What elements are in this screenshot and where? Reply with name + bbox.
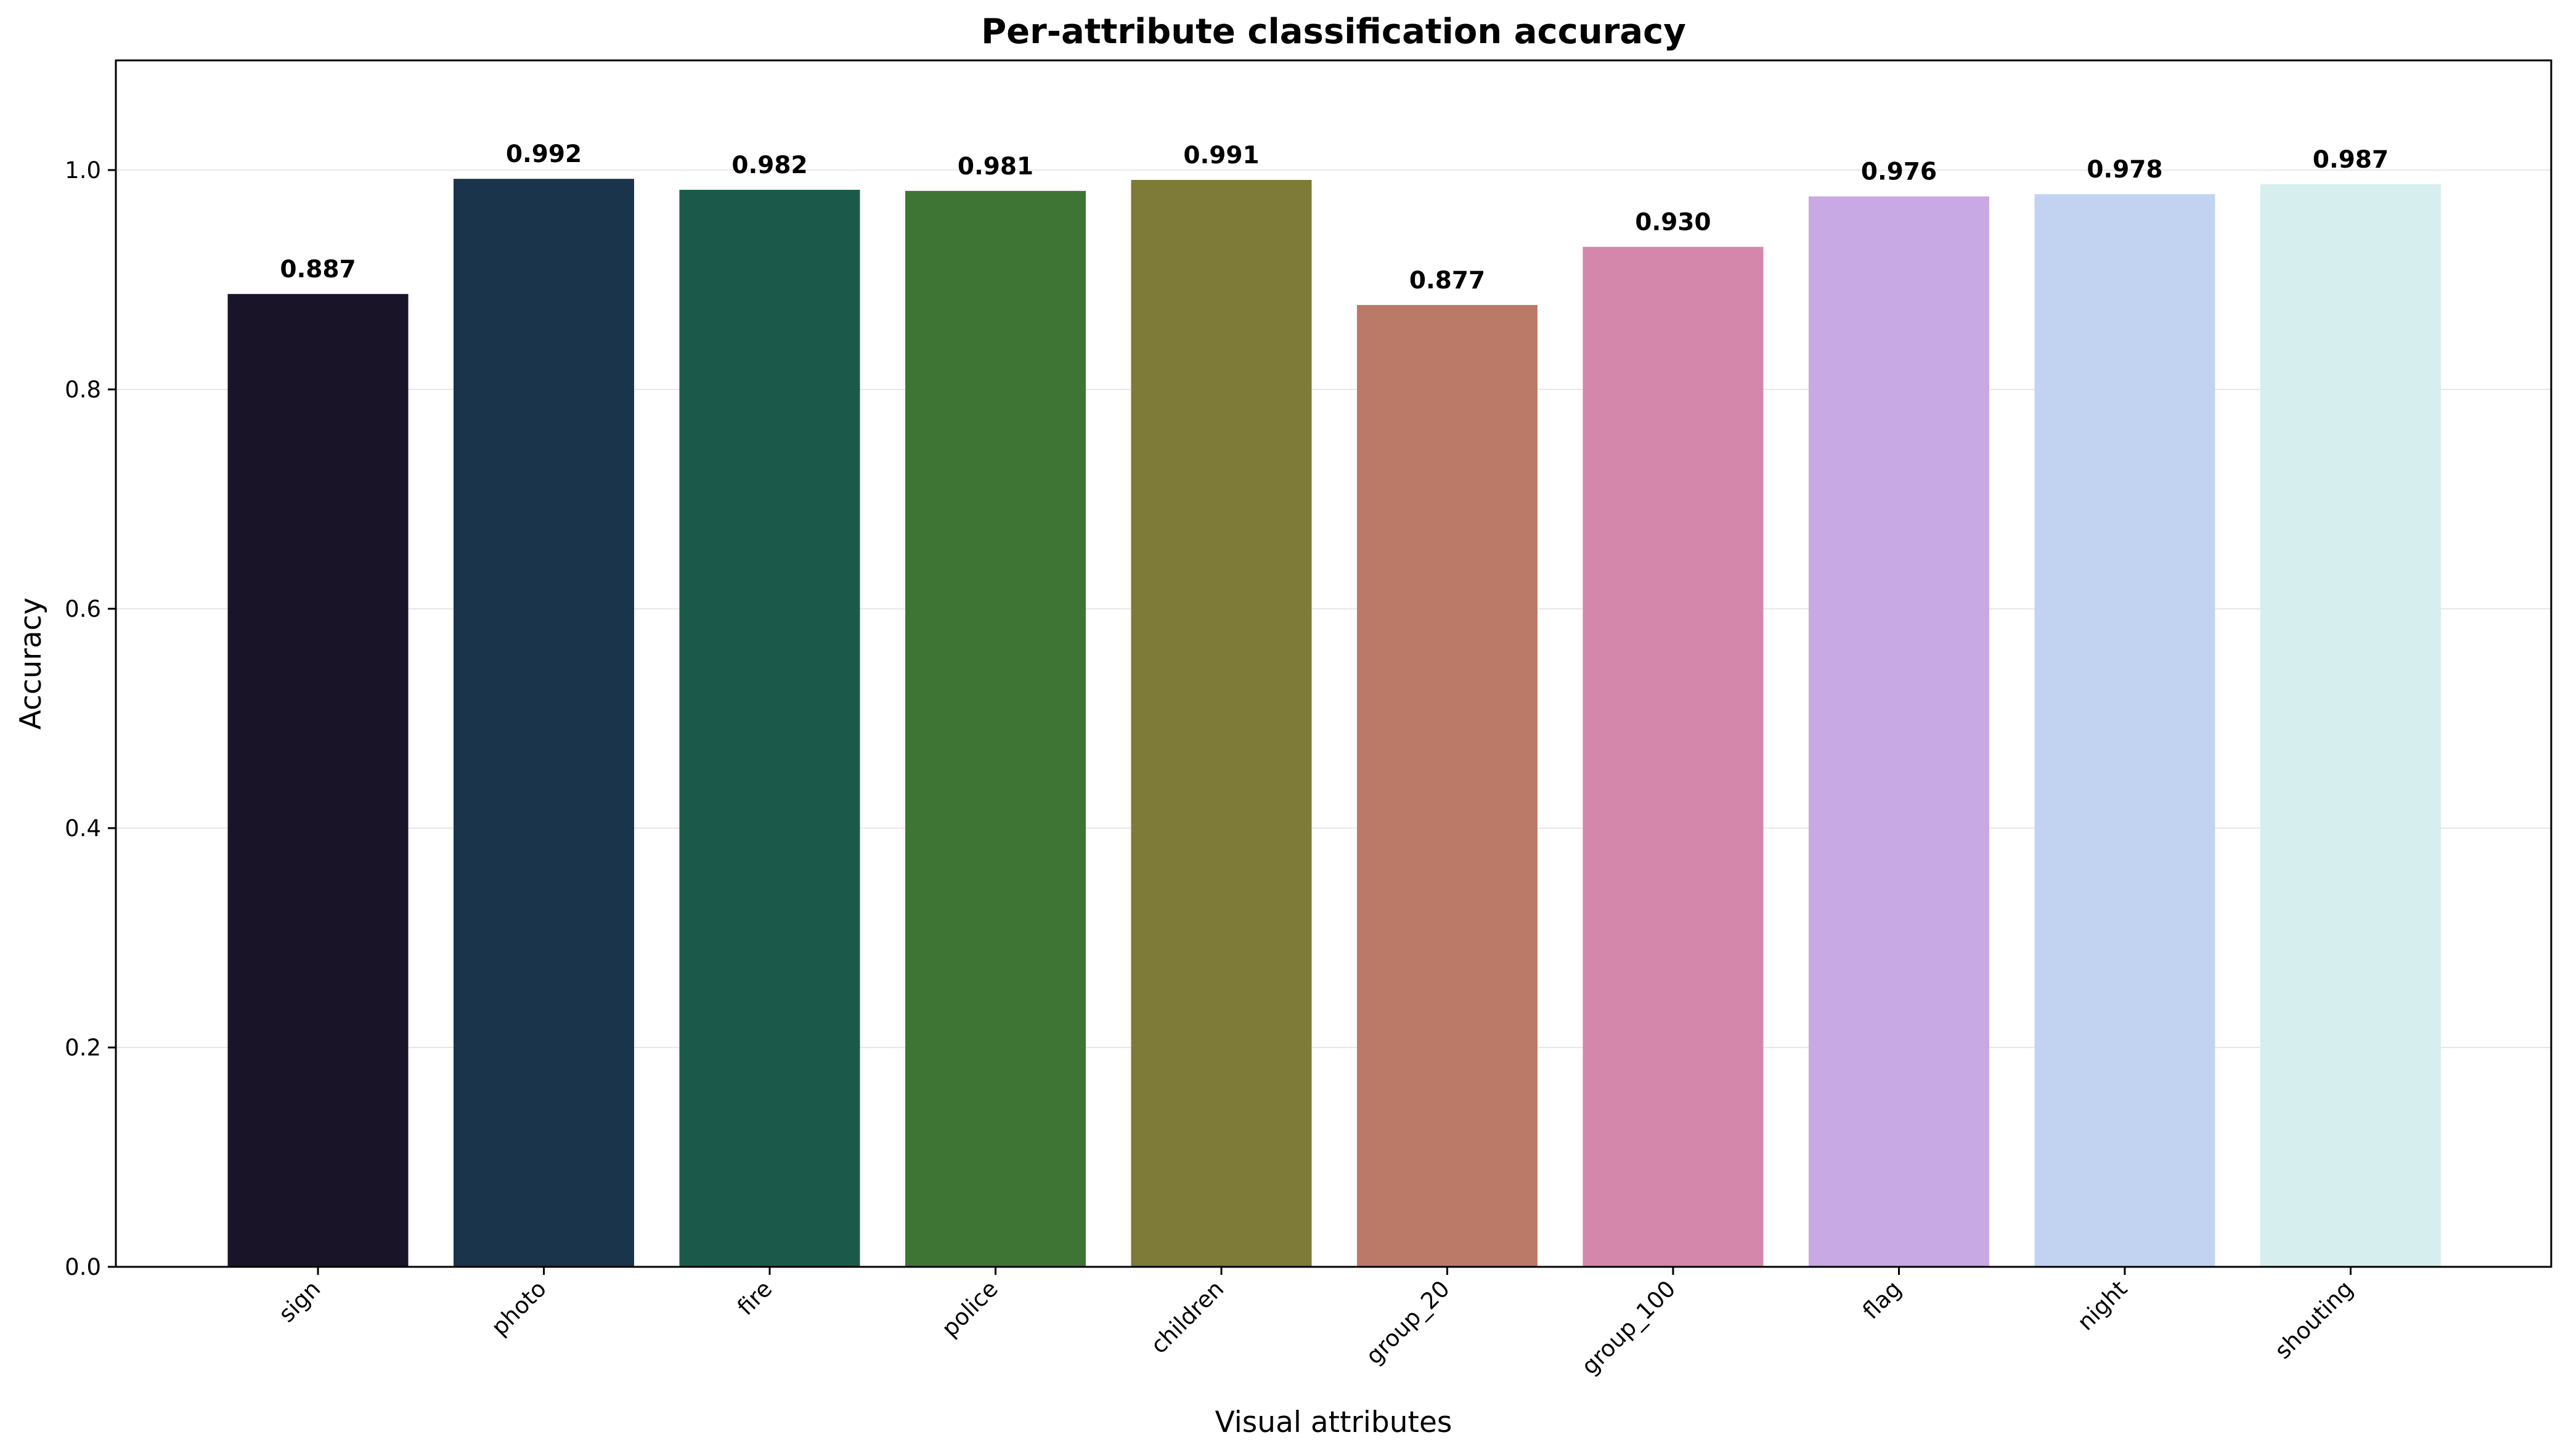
bars	[227, 179, 2441, 1267]
y-tick-label: 0.6	[65, 596, 101, 622]
x-tick-label: flag	[1857, 1275, 1907, 1325]
bar-value-labels: 0.887 0.992 0.982 0.981 0.991 0.877 0.930 0.976…	[280, 140, 2389, 295]
x-tick-label: group_20	[1361, 1275, 1455, 1370]
chart-title: Per-attribute classification accuracy	[981, 12, 1686, 52]
x-axis-ticks: sign photo fire police children group_20 group…	[274, 1267, 2358, 1380]
x-tick-label: sign	[274, 1275, 325, 1327]
x-tick-label: night	[2072, 1275, 2133, 1336]
bar-value-label: 0.978	[2087, 156, 2162, 184]
bar-group_100	[1582, 246, 1764, 1267]
bar-shouting	[2260, 184, 2441, 1267]
x-tick-label: shouting	[2270, 1275, 2358, 1364]
bar-value-label: 0.887	[280, 256, 356, 283]
x-tick-label: children	[1146, 1275, 1229, 1359]
y-tick-label: 0.2	[65, 1035, 101, 1061]
y-axis-ticks: 0.0 0.2 0.4 0.6 0.8 1.0	[65, 157, 116, 1280]
bar-flag	[1809, 196, 1989, 1267]
plot-frame	[115, 59, 2552, 1268]
bar-value-label: 0.981	[958, 153, 1033, 181]
x-tick-label: fire	[732, 1275, 777, 1320]
y-tick-label: 1.0	[65, 157, 101, 184]
bar-photo	[454, 179, 634, 1267]
bar-value-label: 0.987	[2313, 146, 2389, 174]
bar-value-label: 0.982	[731, 152, 807, 179]
y-axis-title: Accuracy	[14, 598, 48, 730]
bar-sign	[227, 294, 409, 1267]
y-tick-label: 0.0	[65, 1254, 101, 1280]
x-tick-label: police	[937, 1275, 1003, 1342]
bar-fire	[679, 190, 860, 1267]
bar-group_20	[1357, 304, 1538, 1267]
x-tick-label: photo	[486, 1275, 552, 1341]
bar-value-label: 0.930	[1635, 209, 1711, 237]
bar-value-label: 0.992	[506, 140, 582, 168]
y-tick-label: 0.4	[65, 815, 101, 842]
bar-value-label: 0.991	[1183, 142, 1259, 169]
bar-night	[2034, 194, 2215, 1267]
y-tick-label: 0.8	[65, 376, 101, 403]
bar-value-label: 0.877	[1409, 267, 1485, 295]
x-tick-label: group_100	[1576, 1275, 1680, 1380]
bar-children	[1131, 180, 1312, 1267]
bar-police	[905, 190, 1086, 1267]
bar-value-label: 0.976	[1861, 158, 1937, 186]
x-axis-title: Visual attributes	[1215, 1405, 1452, 1439]
